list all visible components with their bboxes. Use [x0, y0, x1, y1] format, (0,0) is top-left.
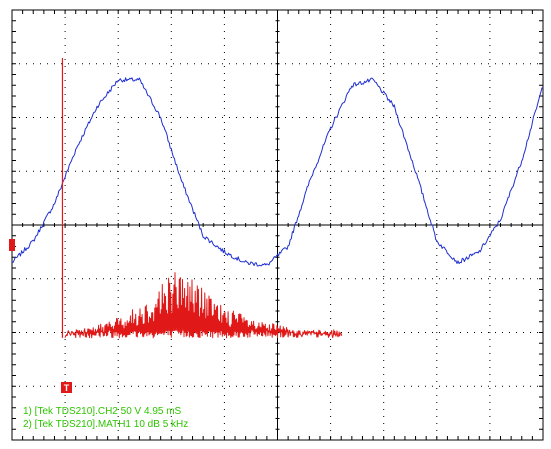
markers: T [9, 239, 72, 393]
graticule [11, 9, 544, 441]
channel-level-marker [9, 239, 15, 251]
trace-ch2 [11, 77, 544, 267]
trigger-marker-label: T [64, 383, 70, 393]
annotation-ch2: 1) [Tek TDS210].CH2 50 V 4.95 mS [23, 406, 182, 417]
annotation-math1: 2) [Tek TDS210].MATH1 10 dB 5 kHz [23, 419, 188, 430]
trigger-marker [61, 382, 72, 393]
traces [11, 58, 544, 339]
trace-math1 [64, 272, 343, 339]
